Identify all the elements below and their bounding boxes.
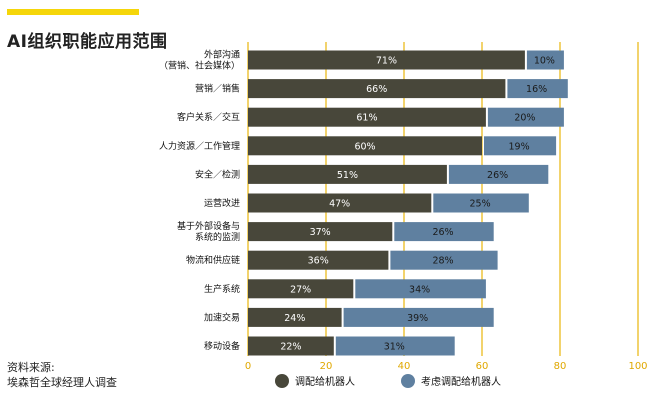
bar-deployed-label: 60% bbox=[354, 141, 375, 152]
category-label: 营销／销售 bbox=[195, 83, 240, 95]
bars: 71% 10% 66% 16% 61% 20% 60% 19% 51% 26% 47% 25% 37% 2… bbox=[248, 50, 568, 356]
bar-deployed bbox=[248, 279, 354, 299]
source-note: 资料来源: 埃森哲全球经理人调查 bbox=[7, 360, 117, 390]
legend-label-considering: 考虑调配给机器人 bbox=[421, 375, 501, 388]
bar-deployed-label: 37% bbox=[310, 227, 331, 238]
bar-considering bbox=[484, 136, 557, 156]
legend-swatch-deployed bbox=[275, 374, 289, 388]
bar-considering bbox=[390, 250, 498, 270]
page-title: AI组织职能应用范围 bbox=[7, 32, 168, 52]
bar-deployed bbox=[248, 136, 482, 156]
bar-deployed bbox=[248, 250, 389, 270]
bar-deployed bbox=[248, 222, 393, 242]
bar-considering-label: 20% bbox=[514, 113, 535, 124]
x-tick-label: 60 bbox=[476, 361, 489, 372]
bar-deployed-label: 27% bbox=[290, 284, 311, 295]
bar-deployed-label: 22% bbox=[280, 342, 301, 353]
legend: 调配给机器人 考虑调配给机器人 bbox=[275, 374, 501, 388]
bar-considering bbox=[335, 336, 455, 356]
bar-considering bbox=[448, 164, 549, 184]
bar-deployed bbox=[248, 307, 342, 327]
bar-deployed-label: 66% bbox=[366, 84, 387, 95]
bar-considering-label: 39% bbox=[407, 313, 428, 324]
category-label: 物流和供应链 bbox=[186, 254, 240, 266]
bar-deployed bbox=[248, 336, 334, 356]
source-label: 资料来源: bbox=[7, 361, 55, 374]
legend-label-deployed: 调配给机器人 bbox=[295, 375, 355, 388]
bar-considering bbox=[526, 50, 564, 70]
bar-deployed-label: 36% bbox=[308, 256, 329, 267]
bar-considering-label: 19% bbox=[508, 141, 529, 152]
category-label: 运营改进 bbox=[204, 197, 240, 209]
bar-considering-label: 10% bbox=[534, 56, 555, 67]
legend-swatch-considering bbox=[401, 374, 415, 388]
bar-considering-label: 25% bbox=[469, 199, 490, 210]
bar-considering bbox=[394, 222, 494, 242]
x-axis-ticks: 0 20 40 60 80 100 bbox=[245, 361, 648, 372]
category-labels: 外部沟通（营销、社会媒体） 营销／销售客户关系／交互人力资源／工作管理安全／检测运… bbox=[159, 49, 240, 353]
bar-deployed bbox=[248, 79, 506, 99]
category-label: 外部沟通（营销、社会媒体） bbox=[159, 49, 240, 72]
bar-considering bbox=[355, 279, 486, 299]
category-label: 客户关系／交互 bbox=[177, 111, 240, 123]
bar-deployed-label: 47% bbox=[329, 199, 350, 210]
category-label: 人力资源／工作管理 bbox=[159, 140, 240, 152]
bar-considering-label: 26% bbox=[487, 170, 508, 181]
bar-deployed bbox=[248, 50, 525, 70]
bar-considering bbox=[343, 307, 494, 327]
accent-bar bbox=[7, 9, 139, 15]
category-label: 基于外部设备与系统的监测 bbox=[177, 220, 240, 243]
bar-deployed bbox=[248, 164, 447, 184]
bar-considering-label: 26% bbox=[432, 227, 453, 238]
bar-considering-label: 34% bbox=[409, 284, 430, 295]
category-label: 移动设备 bbox=[204, 340, 240, 352]
bar-deployed-label: 24% bbox=[284, 313, 305, 324]
category-label: 生产系统 bbox=[204, 283, 240, 295]
x-tick-label: 0 bbox=[245, 361, 251, 372]
bar-considering bbox=[433, 193, 529, 213]
x-tick-label: 80 bbox=[554, 361, 567, 372]
bar-considering-label: 31% bbox=[384, 342, 405, 353]
bar-considering bbox=[507, 79, 568, 99]
bar-deployed-label: 61% bbox=[356, 113, 377, 124]
x-tick-label: 100 bbox=[628, 361, 647, 372]
bar-considering-label: 28% bbox=[432, 256, 453, 267]
source-text: 埃森哲全球经理人调查 bbox=[7, 376, 117, 389]
bar-deployed bbox=[248, 193, 432, 213]
bar-considering-label: 16% bbox=[526, 84, 547, 95]
x-tick-label: 20 bbox=[320, 361, 333, 372]
category-label: 安全／检测 bbox=[195, 168, 240, 180]
bar-deployed-label: 71% bbox=[376, 56, 397, 67]
x-tick-label: 40 bbox=[398, 361, 411, 372]
bar-considering bbox=[487, 107, 564, 127]
category-label: 加速交易 bbox=[204, 311, 240, 323]
bar-deployed-label: 51% bbox=[337, 170, 358, 181]
bar-deployed bbox=[248, 107, 486, 127]
